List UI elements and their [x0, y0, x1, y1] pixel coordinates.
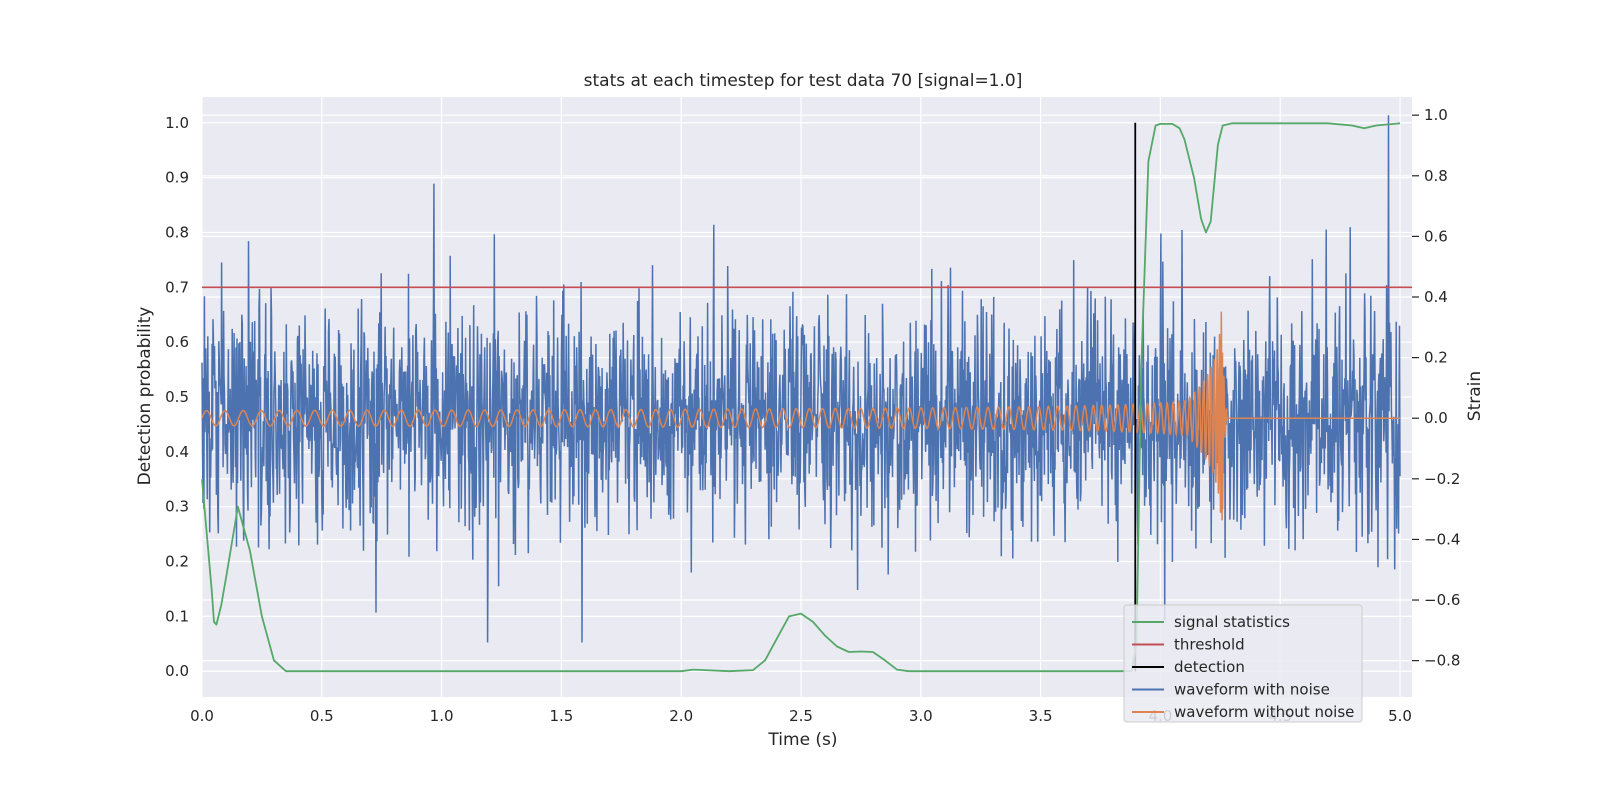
x-tick-label: 0.0 — [190, 707, 214, 725]
left-tick-label: 0.8 — [165, 223, 189, 241]
legend-box — [1123, 604, 1363, 723]
left-tick-label: 0.1 — [165, 607, 189, 625]
right-tick-label: 0.2 — [1424, 349, 1448, 367]
legend-label: threshold — [1174, 636, 1245, 654]
x-tick-label: 2.0 — [669, 707, 693, 725]
legend-label: signal statistics — [1174, 613, 1290, 631]
series-waveform-without-noise — [201, 311, 1400, 521]
legend-label: detection — [1174, 658, 1245, 676]
left-axis-ticks: 0.0 0.1 0.2 0.3 0.4 0.5 0.6 0.7 0.8 0.9 1.0 — [165, 114, 189, 680]
legend-label: waveform with noise — [1174, 681, 1330, 699]
right-tick-label: 0.6 — [1424, 227, 1448, 245]
right-tick-label: 0.8 — [1424, 167, 1448, 185]
x-tick-label: 3.5 — [1029, 707, 1053, 725]
left-tick-label: 0.4 — [165, 443, 189, 461]
right-tick-label: −0.2 — [1424, 470, 1460, 488]
left-tick-label: 0.7 — [165, 278, 189, 296]
right-tick-label: −0.6 — [1424, 591, 1460, 609]
x-tick-label: 2.5 — [789, 707, 813, 725]
x-tick-label: 3.0 — [909, 707, 933, 725]
right-tick-label: 0.4 — [1424, 288, 1448, 306]
series-layer — [201, 115, 1412, 673]
left-tick-label: 1.0 — [165, 114, 189, 132]
right-tick-label: 0.0 — [1424, 409, 1448, 427]
x-tick-label: 1.5 — [549, 707, 573, 725]
left-tick-label: 0.2 — [165, 553, 189, 571]
left-tick-label: 0.6 — [165, 333, 189, 351]
x-axis-label: Time (s) — [767, 730, 837, 750]
x-tick-label: 5.0 — [1388, 707, 1412, 725]
left-tick-label: 0.9 — [165, 169, 189, 187]
chart-title: stats at each timestep for test data 70 … — [584, 71, 1023, 91]
y-axis-label-left: Detection probability — [135, 307, 155, 486]
right-axis-ticks: −0.8 −0.6 −0.4 −0.2 0.0 0.2 0.4 0.6 0.8 1.0 — [1412, 106, 1460, 670]
x-tick-label: 0.5 — [310, 707, 334, 725]
legend-label: waveform without noise — [1174, 703, 1354, 721]
left-tick-label: 0.3 — [165, 498, 189, 516]
left-tick-label: 0.0 — [165, 662, 189, 680]
y-axis-label-right: Strain — [1465, 371, 1485, 421]
legend: signal statistics threshold detection wavef… — [1123, 604, 1363, 723]
right-tick-label: 1.0 — [1424, 106, 1448, 124]
left-tick-label: 0.5 — [165, 388, 189, 406]
right-tick-label: −0.8 — [1424, 652, 1460, 670]
series-signal-statistics — [201, 122, 1401, 673]
x-tick-label: 1.0 — [430, 707, 454, 725]
right-tick-label: −0.4 — [1424, 530, 1460, 548]
